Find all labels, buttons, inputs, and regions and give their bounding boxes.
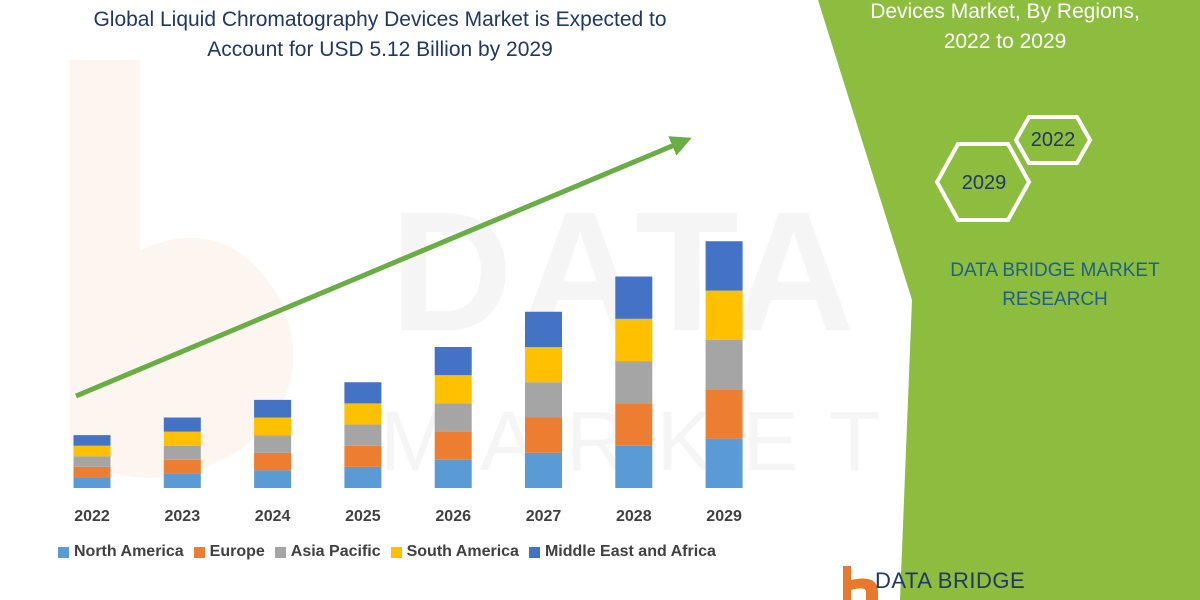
bar-2024-asia-pacific — [254, 435, 292, 453]
bar-2029-asia-pacific — [705, 339, 743, 390]
bar-2027-south-america — [525, 347, 562, 383]
bar-2028-south-america — [615, 318, 653, 362]
bar-2023-asia-pacific — [163, 445, 201, 460]
x-tick-label-2028: 2028 — [616, 508, 652, 525]
bar-2025-asia-pacific — [344, 424, 382, 446]
bar-2026-middle-east-and-africa — [434, 347, 472, 376]
trend-arrow — [75, 136, 692, 399]
brand-line-1: DATA BRIDGE MARKET — [950, 260, 1160, 281]
legend-swatch-north-america — [58, 546, 69, 558]
legend-swatch-south-america — [390, 546, 402, 558]
legend-swatch-middle-east-and-africa — [528, 546, 540, 558]
bar-2029-middle-east-and-africa — [705, 241, 743, 291]
bar-2024-europe — [254, 452, 292, 471]
bar-2023-south-america — [163, 431, 201, 446]
chart-legend: North America Europe Asia Pacific South … — [58, 541, 726, 563]
x-tick-label-2026: 2026 — [435, 508, 471, 525]
bar-2028-north-america — [615, 445, 653, 488]
bars-group — [73, 241, 743, 488]
legend-label-middle-east-and-africa: Middle East and Africa — [544, 543, 716, 560]
bar-2027-asia-pacific — [525, 382, 562, 418]
legend-item-middle-east-and-africa: Middle East and Africa — [528, 543, 716, 561]
x-tick-label-2029: 2029 — [706, 508, 742, 525]
hexagon-2029-label: 2029 — [962, 172, 1007, 194]
x-tick-label-2022: 2022 — [74, 508, 110, 525]
legend-item-north-america: North America — [58, 543, 184, 561]
hexagon-2022-label: 2022 — [1031, 129, 1076, 151]
bar-2028-asia-pacific — [615, 361, 653, 404]
bar-2023-europe — [163, 459, 201, 474]
bar-2025-south-america — [344, 403, 382, 425]
bar-2025-north-america — [344, 466, 382, 488]
bar-2026-south-america — [434, 375, 472, 404]
x-tick-label-2025: 2025 — [345, 508, 381, 525]
bar-2027-europe — [525, 417, 562, 453]
logo-bowl — [851, 578, 878, 600]
x-tick-labels: 2022 2023 2024 2025 2026 2027 2028 2029 — [74, 508, 742, 525]
legend-label-asia-pacific: Asia Pacific — [290, 543, 381, 560]
hexagon-2029 — [934, 142, 1032, 222]
legend-label-europe: Europe — [209, 543, 265, 560]
x-tick-label-2023: 2023 — [165, 508, 201, 525]
x-tick-label-2027: 2027 — [526, 508, 562, 525]
bar-2026-asia-pacific — [434, 403, 472, 432]
bar-2022-south-america — [73, 445, 111, 457]
bar-2028-middle-east-and-africa — [615, 276, 653, 319]
legend-item-asia-pacific: Asia Pacific — [274, 543, 381, 561]
bottom-logo-text: DATA BRIDGE — [875, 568, 1026, 593]
legend-swatch-asia-pacific — [274, 546, 286, 558]
logo-stem — [843, 566, 851, 600]
bar-2022-europe — [73, 466, 111, 478]
hexagon-2022 — [1013, 115, 1093, 165]
side-title-line-2: 2022 to 2029 — [943, 30, 1067, 53]
bar-2022-middle-east-and-africa — [73, 435, 111, 446]
legend-label-south-america: South America — [406, 543, 519, 560]
bar-2024-south-america — [254, 417, 292, 436]
bar-2024-middle-east-and-africa — [254, 399, 292, 418]
chart-title-line-1: Global Liquid Chromatography Devices Mar… — [93, 8, 667, 31]
legend-label-north-america: North America — [74, 543, 184, 560]
bar-2026-north-america — [434, 459, 472, 488]
legend-item-europe: Europe — [193, 543, 265, 561]
bar-2022-asia-pacific — [73, 456, 111, 467]
bar-2029-europe — [705, 389, 743, 439]
legend-swatch-europe — [193, 546, 205, 558]
bar-2022-north-america — [73, 477, 111, 488]
bar-2025-europe — [344, 445, 382, 467]
bar-2025-middle-east-and-africa — [344, 382, 382, 404]
bar-2023-middle-east-and-africa — [163, 417, 201, 432]
bottom-logo-mark — [843, 566, 878, 600]
bar-2027-middle-east-and-africa — [525, 311, 562, 347]
bar-2023-north-america — [163, 473, 201, 488]
chart-title-line-2: Account for USD 5.12 Billion by 2029 — [207, 38, 553, 61]
bar-2027-north-america — [525, 452, 562, 488]
bar-2028-europe — [615, 403, 653, 446]
x-tick-label-2024: 2024 — [255, 508, 291, 525]
legend-item-south-america: South America — [390, 543, 519, 561]
bar-2026-europe — [434, 431, 472, 460]
bar-2029-south-america — [705, 290, 743, 340]
bar-2024-north-america — [254, 470, 292, 488]
side-title-line-1: Devices Market, By Regions, — [870, 0, 1140, 23]
bar-2029-north-america — [705, 438, 743, 488]
side-panel-background — [818, 0, 1200, 600]
brand-line-2: RESEARCH — [1002, 289, 1108, 310]
